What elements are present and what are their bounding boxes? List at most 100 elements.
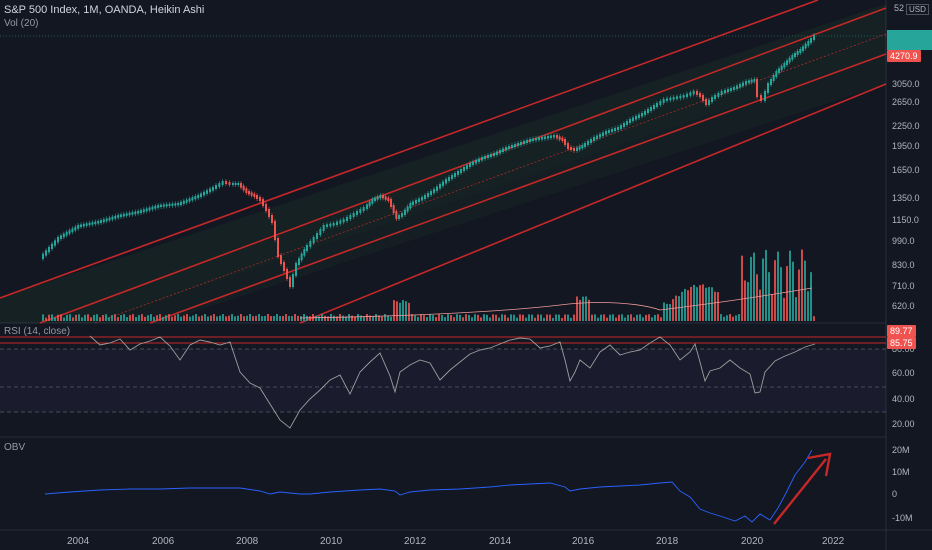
candle-body <box>561 137 564 141</box>
volume-bar <box>144 316 146 321</box>
price-tick-label: 2650.0 <box>892 97 920 107</box>
volume-bars <box>42 249 815 321</box>
price-tick-label: 1950.0 <box>892 141 920 151</box>
time-axis-label: 2022 <box>822 536 845 547</box>
candle-body <box>366 204 368 209</box>
candle-body <box>717 93 720 97</box>
candle-body <box>547 136 549 139</box>
candle-body <box>194 196 197 200</box>
candle-body <box>599 134 601 138</box>
candle-body <box>197 195 200 199</box>
volume-bar <box>300 316 302 321</box>
volume-bar <box>525 317 527 321</box>
currency-badge[interactable]: USD <box>906 4 929 15</box>
volume-bar <box>336 316 338 321</box>
volume-bar <box>159 314 161 321</box>
candle-body <box>182 200 185 204</box>
symbol-title[interactable]: S&P 500 Index, 1M, OANDA, Heikin Ashi <box>4 4 205 16</box>
candle-body <box>786 60 788 65</box>
candle-body <box>319 229 322 235</box>
volume-bar <box>768 272 770 321</box>
candle-body <box>753 79 756 82</box>
rsi-legend[interactable]: RSI (14, close) <box>4 326 71 337</box>
candle-body <box>51 243 53 249</box>
candle-body <box>780 65 783 71</box>
volume-bar <box>552 317 554 321</box>
candle-body <box>409 203 412 209</box>
volume-bar <box>171 316 173 321</box>
volume-bar <box>714 291 716 321</box>
candle-body <box>807 41 810 46</box>
volume-bar <box>624 317 626 321</box>
volume-bar <box>510 314 512 321</box>
volume-bar <box>291 316 293 321</box>
volume-legend[interactable]: Vol (20) <box>4 18 39 29</box>
candle-body <box>200 193 202 197</box>
volume-bar <box>723 316 725 321</box>
volume-bar <box>558 314 560 321</box>
volume-bar <box>342 315 344 321</box>
volume-bar <box>351 315 353 321</box>
candle-body <box>71 228 74 233</box>
obv-axis[interactable]: 20M 10M 0 -10M <box>892 445 913 523</box>
candle-body <box>68 230 71 234</box>
volume-bar <box>117 317 119 321</box>
candle-body <box>705 99 707 105</box>
candle-body <box>404 209 406 215</box>
channel-lower-fill <box>160 84 886 323</box>
volume-bar <box>738 314 740 321</box>
volume-bar <box>612 314 614 321</box>
candle-body <box>764 91 766 101</box>
volume-bar <box>606 317 608 321</box>
candle-body <box>770 79 772 85</box>
volume-bar <box>687 290 689 321</box>
volume-bar <box>111 315 113 321</box>
volume-bar <box>147 315 149 321</box>
candle-body <box>406 206 409 212</box>
volume-bar <box>528 314 530 321</box>
candle-body <box>392 205 395 213</box>
candle-body <box>374 197 376 201</box>
candle-body <box>85 223 88 226</box>
volume-bar <box>690 286 692 321</box>
candle-body <box>508 146 510 149</box>
candle-body <box>271 215 273 223</box>
volume-bar <box>390 316 392 321</box>
volume-bar <box>630 314 632 321</box>
volume-bar <box>777 251 779 321</box>
candle-body <box>401 213 403 217</box>
candle-body <box>268 209 270 217</box>
volume-bar <box>249 314 251 321</box>
volume-bar <box>699 285 701 321</box>
price-axis[interactable]: 3050.0 2650.0 2250.0 1950.0 1650.0 1350.0 1150… <box>892 79 920 311</box>
volume-bar <box>138 315 140 321</box>
candle-body <box>303 249 306 256</box>
candle-body <box>245 188 248 193</box>
candle-body <box>114 215 117 219</box>
volume-bar <box>297 315 299 321</box>
candle-body <box>711 97 713 102</box>
volume-bar <box>645 314 647 321</box>
volume-bar <box>735 315 737 321</box>
volume-bar <box>225 316 227 321</box>
volume-bar <box>417 316 419 321</box>
volume-bar <box>276 314 278 321</box>
candle-body <box>352 213 355 217</box>
volume-bar <box>303 314 305 321</box>
candle-body <box>445 179 447 184</box>
rsi-axis[interactable]: 80.00 60.00 40.00 20.00 <box>892 344 915 429</box>
candle-body <box>316 233 318 239</box>
volume-bar <box>519 314 521 321</box>
volume-bar <box>507 317 509 321</box>
price-tick-label: 1350.0 <box>892 193 920 203</box>
candle-body <box>427 193 429 197</box>
volume-bar <box>501 314 503 321</box>
volume-bar <box>54 317 56 321</box>
volume-bar <box>627 314 629 321</box>
obv-legend[interactable]: OBV <box>4 442 26 453</box>
candle-body <box>514 144 516 147</box>
candle-body <box>745 81 747 85</box>
volume-bar <box>702 284 704 321</box>
volume-bar <box>153 316 155 321</box>
